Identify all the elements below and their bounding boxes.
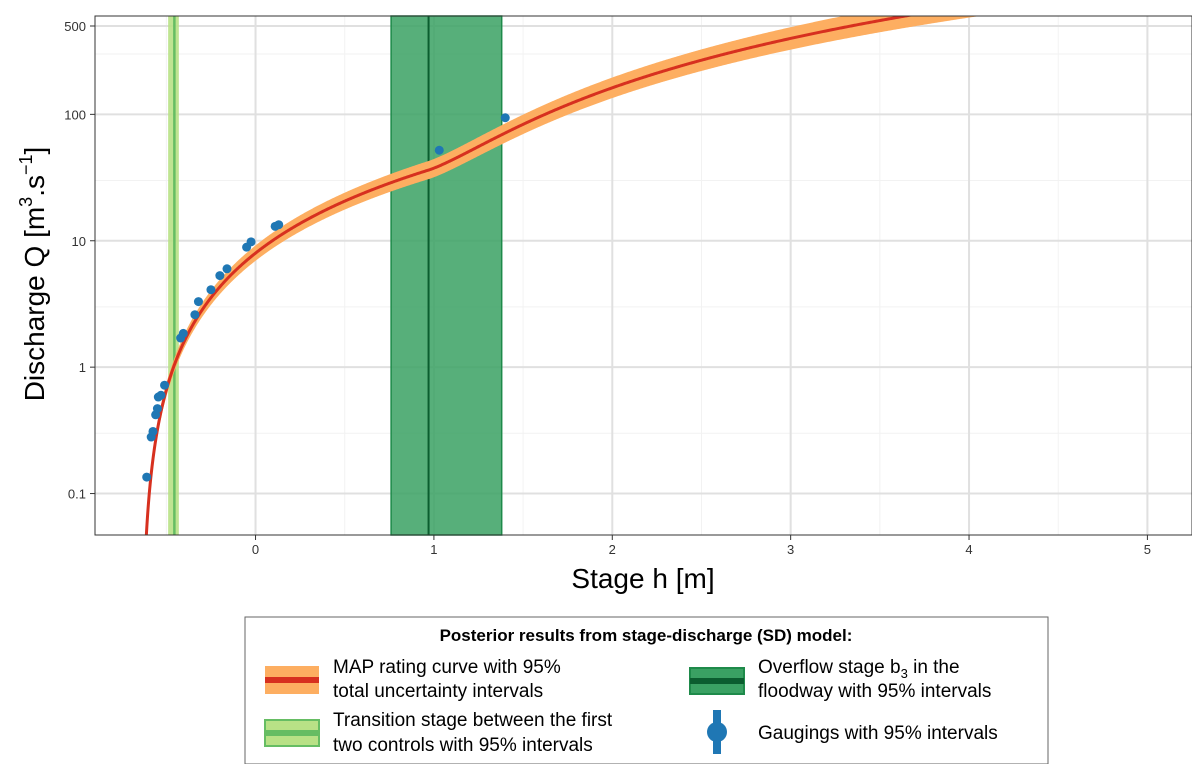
gauging-point (190, 310, 200, 320)
gauging-point (274, 220, 284, 230)
minor-grid (95, 16, 1192, 535)
gauging-point (142, 472, 152, 482)
x-tick-label: 4 (965, 542, 972, 557)
legend-item-rating-line1: MAP rating curve with 95% (333, 657, 561, 678)
x-axis-ticks: 0 1 2 3 4 5 (252, 535, 1151, 557)
y-tick-label: 1 (79, 360, 86, 375)
y-axis-title: Discharge Q [m3.s−1] (16, 147, 50, 402)
legend-key-transition (264, 719, 320, 747)
stage-bands (168, 15, 503, 536)
legend-item-gaugings: Gaugings with 95% intervals (758, 723, 998, 744)
gauging-point (246, 237, 256, 247)
y-tick-label: 0.1 (68, 487, 86, 502)
y-axis-title-sup2: −1 (16, 154, 36, 175)
legend-key-overflow (689, 667, 745, 695)
y-axis-ticks: 0.1 1 10 100 500 (64, 19, 95, 502)
gauging-point (193, 297, 203, 307)
gauging-point (156, 390, 166, 400)
legend-item-overflow-line1: Overflow stage b3 in the (758, 657, 960, 681)
legend-overflow-pre: Overflow stage b (758, 657, 901, 678)
x-tick-label: 5 (1144, 542, 1151, 557)
legend-item-overflow-line2: floodway with 95% intervals (758, 681, 991, 702)
legend-key-rating-curve (265, 666, 319, 694)
gauging-point (434, 145, 444, 155)
legend-title: Posterior results from stage-discharge (… (440, 626, 853, 645)
gauging-point (222, 264, 232, 274)
y-axis-title-mid: .s (19, 175, 50, 197)
y-tick-label: 10 (72, 234, 86, 249)
y-tick-label: 500 (64, 19, 86, 34)
gaugings (142, 113, 510, 482)
y-tick-label: 100 (64, 107, 86, 122)
legend-box (244, 616, 1049, 765)
legend-item-transition-line1: Transition stage between the first (333, 710, 613, 731)
x-tick-label: 0 (252, 542, 259, 557)
legend-overflow-post: in the (908, 657, 960, 678)
gauging-point (152, 404, 162, 414)
legend-item-rating-line2: total uncertainty intervals (333, 681, 543, 702)
gauging-point (500, 113, 510, 123)
overflow-stage-band (390, 15, 503, 536)
y-axis-title-main: Discharge Q [m (19, 207, 50, 402)
plot-border (94, 15, 1192, 536)
x-tick-label: 2 (609, 542, 616, 557)
gauging-point (178, 328, 188, 338)
x-tick-label: 3 (787, 542, 794, 557)
x-tick-label: 1 (430, 542, 437, 557)
x-axis-title: Stage h [m] (571, 563, 714, 594)
gauging-point (215, 271, 225, 281)
plot-panel (95, 16, 1192, 535)
gauging-point (160, 380, 170, 390)
y-axis-title-sup1: 3 (16, 197, 36, 207)
legend-overflow-sub: 3 (901, 666, 908, 681)
gauging-point (148, 426, 158, 436)
legend: Posterior results from stage-discharge (… (244, 616, 1049, 765)
map-rating-curve (144, 16, 915, 535)
legend-key-gaugings (707, 710, 727, 754)
legend-item-transition-line2: two controls with 95% intervals (333, 735, 593, 756)
y-axis-title-end: ] (19, 147, 50, 155)
gauging-point (206, 285, 216, 295)
